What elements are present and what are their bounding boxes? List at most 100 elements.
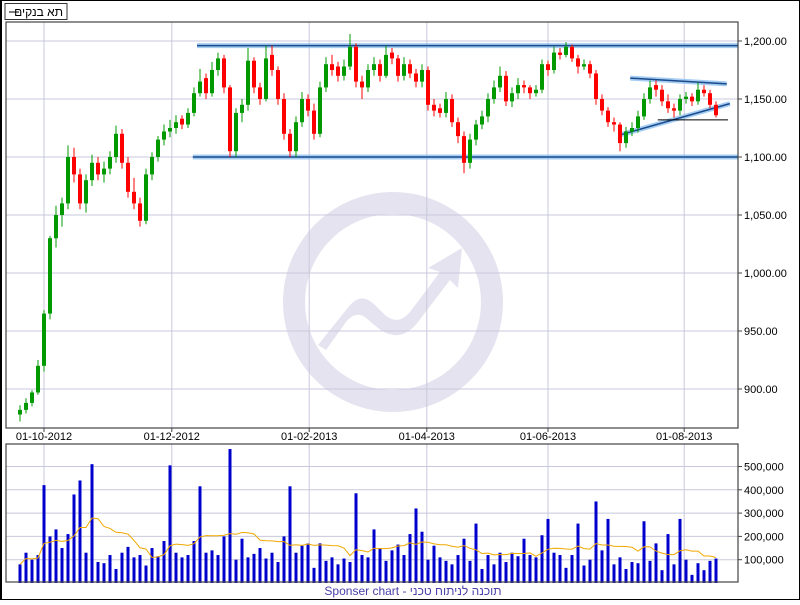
volume-bar [660,570,664,583]
date-tick-label: 01-12-2012 [144,431,200,443]
volume-bar [174,552,178,583]
volume-bar [264,558,268,583]
candle [390,47,394,65]
volume-bar [438,557,442,583]
candle [198,68,202,97]
candle-body [438,108,442,113]
candle-body [420,70,424,82]
volume-bar [666,534,670,583]
candle-body [546,64,550,70]
candle-body [702,89,706,94]
candle [150,152,154,181]
candle-body [600,99,604,111]
volume-bar [120,552,124,583]
volume-bar [570,555,574,583]
candle-body [342,66,346,76]
candle [486,93,490,123]
candle [138,197,142,227]
volume-bar [468,560,472,583]
volume-bar [246,557,250,583]
candle-body [84,180,88,204]
volume-bar [294,552,298,583]
candle [654,80,658,97]
candle [456,117,460,144]
candle-body [522,85,526,88]
candle [60,197,64,227]
candle [474,119,478,146]
candle-body [48,238,52,314]
candle [132,177,136,210]
candle [318,81,322,138]
candle [240,99,244,123]
candle-body [492,87,496,99]
volume-bar [576,523,580,583]
volume-bar [138,555,142,583]
candle-body [684,96,688,99]
candle [582,59,586,70]
candle [690,93,694,106]
candle-body [150,157,154,175]
candle-body [222,58,226,88]
candle [306,94,310,117]
candle [576,54,580,74]
candle [246,47,250,111]
candle-body [330,64,334,70]
volume-bar [462,538,466,583]
volume-bar [372,529,376,583]
candle-body [612,122,616,125]
candle [468,133,472,169]
candle-body [102,168,106,175]
candle [210,61,214,97]
candle-body [504,75,508,102]
candle [372,57,376,76]
candle-body [354,46,358,82]
volume-bar [390,550,394,583]
candle-body [588,64,592,74]
volume-bar [114,569,118,583]
volume-bar [330,557,334,583]
price-tick-label: 1,200.00 [744,36,787,48]
candle-body [204,78,208,94]
candle-body [282,99,286,134]
price-tick-label: 900.00 [744,384,778,396]
candle [534,85,538,97]
volume-bar [156,556,160,583]
volume-bar [474,523,478,583]
candle [54,205,58,248]
candle-body [54,215,58,239]
candle-body [450,99,454,123]
candle [330,54,334,76]
candle [396,54,400,82]
date-tick-label: 01-02-2013 [281,431,337,443]
volume-bar [546,518,550,583]
candle [276,66,280,105]
candle-body [108,157,112,169]
candle-body [216,58,220,70]
candle-body [540,64,544,90]
volume-bar [336,564,340,583]
candle [336,61,340,82]
volume-tick-label: 500,000 [744,462,784,474]
candle [492,80,496,104]
volume-bar [444,560,448,583]
candle-body [198,81,202,94]
volume-bar [708,560,712,583]
volume-bar [618,557,622,583]
volume-bar [696,563,700,583]
volume-bar [168,465,172,583]
volume-bar [522,538,526,583]
candle [432,99,436,117]
volume-bar [192,541,196,583]
watermark-arrow-icon [318,248,462,350]
candle-body [552,52,556,70]
volume-bar [636,563,640,583]
volume-bar [342,558,346,583]
candle-body [582,64,586,67]
candle-body [606,110,610,123]
volume-bar [432,545,436,583]
volume-bar [504,562,508,583]
candle-body [246,60,250,105]
candle-body [174,122,178,128]
candle-body [384,54,388,76]
candle [312,103,316,140]
